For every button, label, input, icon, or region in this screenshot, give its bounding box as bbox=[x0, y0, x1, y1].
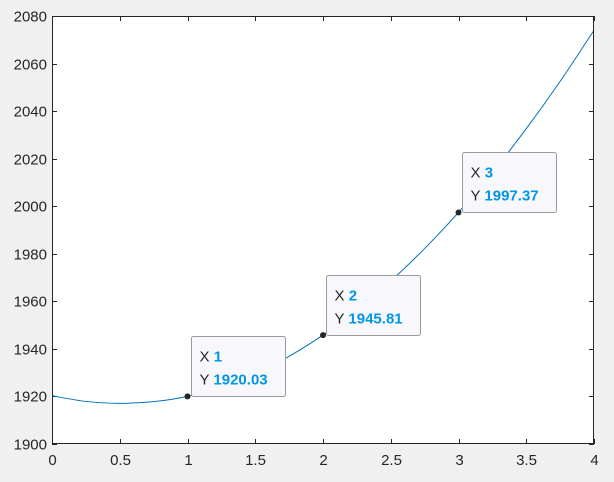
datatip-x-value: 1 bbox=[214, 349, 222, 366]
datatip-x-key: X bbox=[335, 288, 349, 305]
datatip-y-row: Y 1997.37 bbox=[471, 188, 539, 205]
y-tick-label: 1960 bbox=[14, 294, 47, 311]
y-tick-label: 2020 bbox=[14, 152, 47, 169]
datatip-box bbox=[462, 152, 557, 213]
x-tick-label: 0.5 bbox=[110, 452, 131, 469]
x-tick-label: 3 bbox=[455, 452, 463, 469]
x-tick-label: 1 bbox=[184, 452, 192, 469]
datatip-x-row: X 1 bbox=[200, 349, 223, 366]
datatip-3[interactable]: X 3Y 1997.37 bbox=[455, 152, 557, 216]
datatip-y-key: Y bbox=[335, 311, 349, 328]
datatip-x-row: X 3 bbox=[471, 165, 494, 182]
datatips-layer: X 1Y 1920.03X 2Y 1945.81X 3Y 1997.37 bbox=[184, 152, 557, 400]
datatip-y-row: Y 1920.03 bbox=[200, 372, 268, 389]
datatip-y-row: Y 1945.81 bbox=[335, 311, 403, 328]
datatip-x-key: X bbox=[471, 165, 485, 182]
axes-box bbox=[52, 16, 594, 444]
datatip-marker[interactable] bbox=[320, 332, 326, 339]
datatip-box bbox=[191, 336, 286, 397]
datatip-x-key: X bbox=[200, 349, 214, 366]
datatip-2[interactable]: X 2Y 1945.81 bbox=[320, 275, 421, 339]
datatip-y-value: 1997.37 bbox=[484, 188, 538, 205]
y-tick-label: 2040 bbox=[14, 104, 47, 121]
datatip-y-key: Y bbox=[471, 188, 485, 205]
datatip-marker[interactable] bbox=[455, 209, 462, 216]
y-tick-label: 1900 bbox=[14, 437, 47, 454]
datatip-y-value: 1945.81 bbox=[348, 311, 402, 328]
datatip-marker[interactable] bbox=[184, 393, 191, 400]
plot-background bbox=[52, 16, 594, 444]
y-tick-label: 2000 bbox=[14, 199, 47, 216]
x-tick-label: 2.5 bbox=[381, 452, 402, 469]
datatip-box bbox=[326, 275, 421, 336]
y-tick-label: 1940 bbox=[14, 342, 47, 359]
datatip-x-value: 2 bbox=[349, 288, 357, 305]
datatip-y-key: Y bbox=[200, 372, 214, 389]
x-tick-label: 1.5 bbox=[245, 452, 266, 469]
x-axis-ticks: 0 0.5 1 1.5 2 2.5 3 3.5 4 bbox=[48, 16, 599, 469]
x-tick-label: 0 bbox=[48, 452, 56, 469]
datatip-y-value: 1920.03 bbox=[213, 372, 267, 389]
y-tick-label: 2060 bbox=[14, 57, 47, 74]
x-tick-label: 4 bbox=[590, 452, 598, 469]
datatip-1[interactable]: X 1Y 1920.03 bbox=[184, 336, 286, 400]
y-tick-label: 2080 bbox=[14, 9, 47, 26]
x-tick-label: 2 bbox=[319, 452, 327, 469]
datatip-x-value: 3 bbox=[485, 165, 493, 182]
datatip-x-row: X 2 bbox=[335, 288, 358, 305]
y-axis-ticks: 1900 1920 1940 1960 1980 2000 2020 2040 2060 2080 bbox=[14, 9, 594, 454]
y-tick-label: 1920 bbox=[14, 389, 47, 406]
y-tick-label: 1980 bbox=[14, 247, 47, 264]
x-tick-label: 3.5 bbox=[516, 452, 537, 469]
